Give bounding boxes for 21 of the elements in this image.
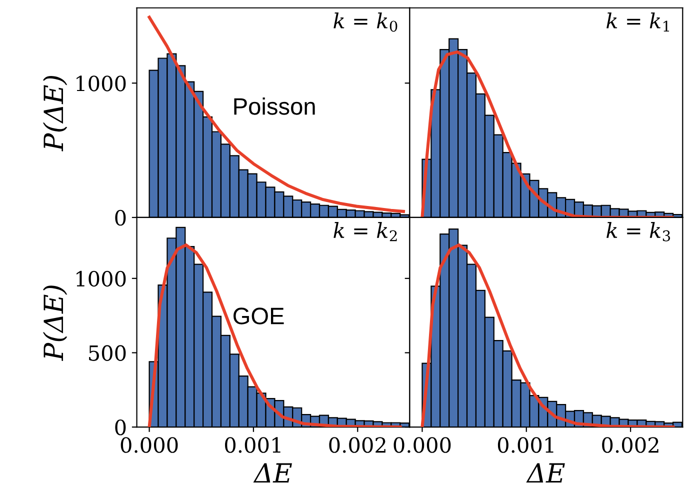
y-tick-label: 0 [115,210,126,226]
x-axis-title: ΔE [253,463,292,483]
y-tick-label: 1000 [76,76,126,92]
y-axis-title: P(ΔE) [42,76,68,152]
annotation: GOE [234,308,284,324]
x-tick-label: 0.000 [394,437,451,453]
x-tick-label: 0.002 [329,437,386,453]
y-axis-title: P(ΔE) [42,286,68,361]
annotation: k = k$_{1}$ [606,12,670,32]
annotation: Poisson [234,97,315,115]
x-tick-label: 0.002 [602,437,658,453]
y-tick-label: 0 [115,420,126,436]
x-tick-label: 0.000 [120,437,178,453]
x-axis-title: ΔE [526,463,565,483]
annotation: k = k$_{0}$ [334,12,398,32]
y-tick-label: 500 [89,345,126,361]
annotation: k = k$_{2}$ [334,222,397,242]
y-tick-label: 1000 [76,270,126,287]
annotation: k = k$_{3}$ [606,222,670,242]
x-tick-label: 0.001 [498,437,554,453]
x-tick-label: 0.001 [225,437,280,453]
